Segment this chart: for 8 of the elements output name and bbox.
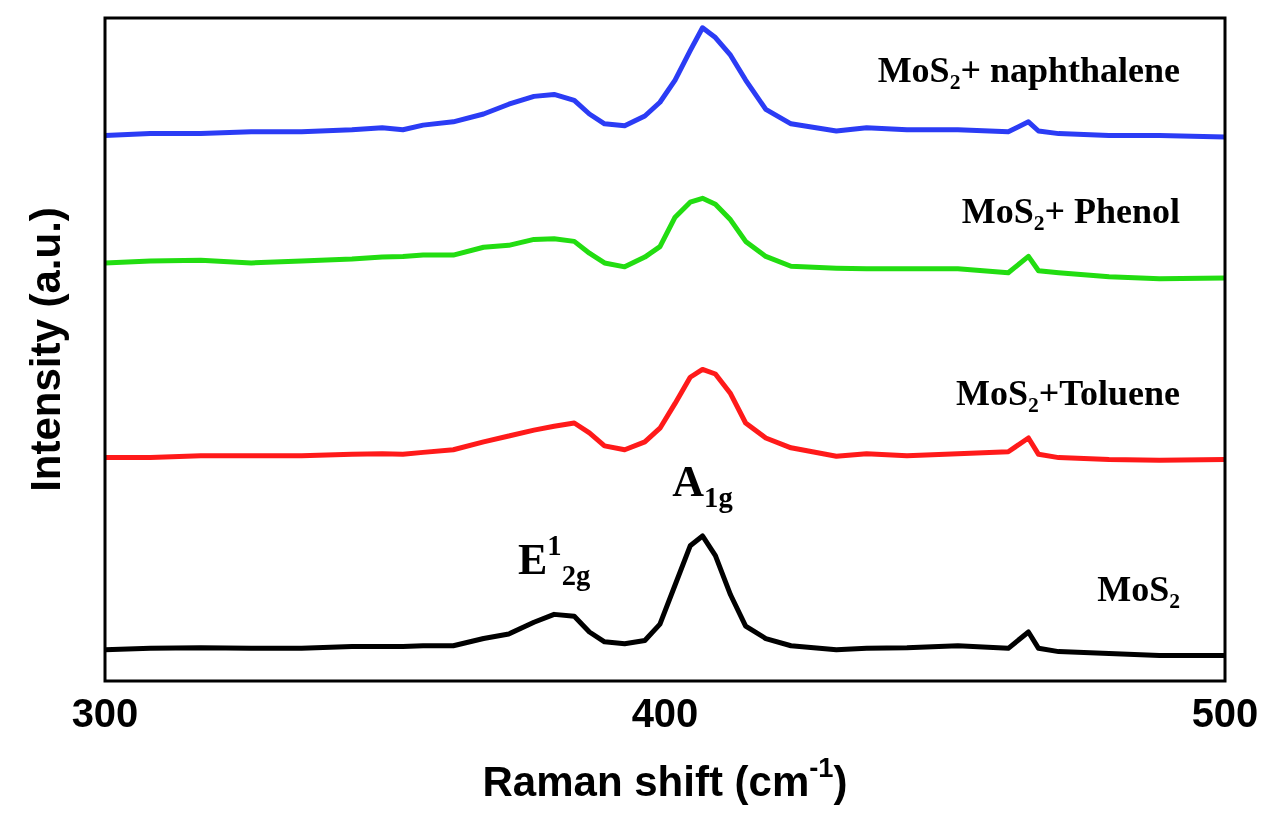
y-axis-title: Intensity (a.u.) <box>22 207 69 492</box>
x-tick-label: 400 <box>631 691 699 736</box>
x-tick-label: 300 <box>71 691 139 736</box>
series-label: MoS₂ <box>1097 568 1180 609</box>
x-tick-label: 500 <box>1191 691 1259 736</box>
series-label: MoS₂+Toluene <box>955 372 1181 413</box>
series-label: MoS₂+ Phenol <box>961 190 1181 231</box>
series-label: MoS₂+ naphthalene <box>877 49 1181 90</box>
